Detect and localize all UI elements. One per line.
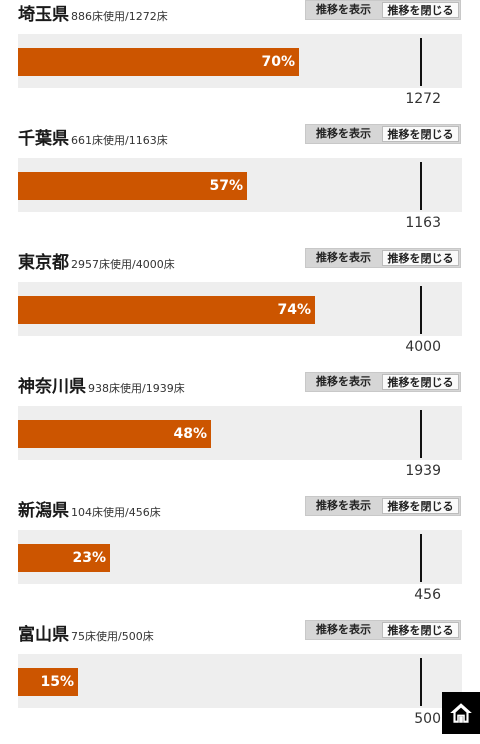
capacity-marker: [420, 534, 422, 582]
usage-bar-fill: 70%: [18, 48, 299, 76]
trend-toggle: 推移を表示 推移を閉じる: [305, 124, 461, 144]
prefecture-block-toyama: 富山県 75床使用/500床 推移を表示 推移を閉じる 15% 500: [0, 620, 480, 744]
capacity-label: 1939: [405, 463, 441, 479]
usage-bar-track: 15%: [18, 654, 462, 708]
usage-bar-track: 70%: [18, 34, 462, 88]
prefecture-block-kanagawa: 神奈川県 938床使用/1939床 推移を表示 推移を閉じる 48% 1939: [0, 372, 480, 496]
usage-bar-fill: 48%: [18, 420, 211, 448]
show-trend-button[interactable]: 推移を表示: [306, 621, 381, 639]
prefecture-block-niigata: 新潟県 104床使用/456床 推移を表示 推移を閉じる 23% 456: [0, 496, 480, 620]
capacity-label: 4000: [405, 339, 441, 355]
prefecture-name: 神奈川県: [18, 377, 86, 397]
capacity-marker: [420, 658, 422, 706]
show-trend-button[interactable]: 推移を表示: [306, 373, 381, 391]
prefecture-block-tokyo: 東京都 2957床使用/4000床 推移を表示 推移を閉じる 74% 4000: [0, 248, 480, 372]
capacity-label: 1163: [405, 215, 441, 231]
bed-usage-text: 2957床使用/4000床: [71, 258, 175, 271]
trend-toggle: 推移を表示 推移を閉じる: [305, 0, 461, 20]
capacity-label: 500: [414, 711, 441, 727]
trend-toggle: 推移を表示 推移を閉じる: [305, 496, 461, 516]
capacity-label: 1272: [405, 91, 441, 107]
prefecture-header: 埼玉県 886床使用/1272床: [18, 0, 308, 25]
usage-bar-track: 74%: [18, 282, 462, 336]
bed-usage-text: 104床使用/456床: [71, 506, 161, 519]
prefecture-header: 神奈川県 938床使用/1939床: [18, 372, 308, 397]
prefecture-name: 東京都: [18, 253, 69, 273]
prefecture-name: 新潟県: [18, 501, 69, 521]
show-trend-button[interactable]: 推移を表示: [306, 125, 381, 143]
prefecture-block-chiba: 千葉県 661床使用/1163床 推移を表示 推移を閉じる 57% 1163: [0, 124, 480, 248]
usage-bar-track: 57%: [18, 158, 462, 212]
home-button[interactable]: [442, 692, 480, 734]
trend-toggle: 推移を表示 推移を閉じる: [305, 248, 461, 268]
trend-toggle: 推移を表示 推移を閉じる: [305, 372, 461, 392]
capacity-marker: [420, 286, 422, 334]
trend-toggle: 推移を表示 推移を閉じる: [305, 620, 461, 640]
prefecture-name: 富山県: [18, 625, 69, 645]
capacity-marker: [420, 38, 422, 86]
prefecture-header: 富山県 75床使用/500床: [18, 620, 308, 645]
home-icon: [450, 703, 472, 723]
usage-bar-fill: 57%: [18, 172, 247, 200]
close-trend-button[interactable]: 推移を閉じる: [382, 2, 459, 18]
capacity-label: 456: [414, 587, 441, 603]
show-trend-button[interactable]: 推移を表示: [306, 1, 381, 19]
close-trend-button[interactable]: 推移を閉じる: [382, 374, 459, 390]
show-trend-button[interactable]: 推移を表示: [306, 249, 381, 267]
show-trend-button[interactable]: 推移を表示: [306, 497, 381, 515]
usage-bar-track: 23%: [18, 530, 462, 584]
prefecture-header: 千葉県 661床使用/1163床: [18, 124, 308, 149]
bed-usage-text: 75床使用/500床: [71, 630, 154, 643]
usage-bar-fill: 74%: [18, 296, 315, 324]
close-trend-button[interactable]: 推移を閉じる: [382, 622, 459, 638]
bed-usage-text: 938床使用/1939床: [88, 382, 185, 395]
prefecture-block-saitama: 埼玉県 886床使用/1272床 推移を表示 推移を閉じる 70% 1272: [0, 0, 480, 124]
prefecture-name: 千葉県: [18, 129, 69, 149]
close-trend-button[interactable]: 推移を閉じる: [382, 126, 459, 142]
prefecture-name: 埼玉県: [18, 5, 69, 25]
usage-bar-fill: 23%: [18, 544, 110, 572]
prefecture-header: 東京都 2957床使用/4000床: [18, 248, 308, 273]
bed-usage-text: 661床使用/1163床: [71, 134, 168, 147]
capacity-marker: [420, 410, 422, 458]
prefecture-header: 新潟県 104床使用/456床: [18, 496, 308, 521]
usage-bar-track: 48%: [18, 406, 462, 460]
close-trend-button[interactable]: 推移を閉じる: [382, 250, 459, 266]
usage-bar-fill: 15%: [18, 668, 78, 696]
bed-usage-text: 886床使用/1272床: [71, 10, 168, 23]
capacity-marker: [420, 162, 422, 210]
close-trend-button[interactable]: 推移を閉じる: [382, 498, 459, 514]
